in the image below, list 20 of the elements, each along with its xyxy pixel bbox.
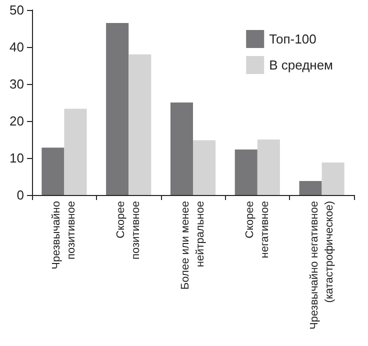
bar xyxy=(257,140,280,195)
y-tick-label: 10 xyxy=(10,150,24,166)
x-tick-label: Чрезвычайно негативное (катастрофическое) xyxy=(308,201,336,330)
y-tick-label: 20 xyxy=(10,114,24,128)
y-tick-label: 30 xyxy=(10,76,24,92)
bar xyxy=(234,149,258,195)
bar xyxy=(64,108,87,195)
bar xyxy=(299,180,322,195)
bar xyxy=(106,22,129,195)
bar xyxy=(193,140,216,195)
bar xyxy=(42,148,64,195)
y-tick-label: 40 xyxy=(10,40,24,54)
y-tick-label: 50 xyxy=(10,2,24,18)
y-tick-label: 0 xyxy=(16,188,24,202)
bar xyxy=(170,102,193,195)
bar xyxy=(128,54,152,195)
x-tick-label: Чрезвычайно позитивное xyxy=(50,201,78,270)
legend-label: В среднем xyxy=(269,58,334,72)
legend-label: Топ-100 xyxy=(269,32,316,46)
bar xyxy=(322,162,344,195)
